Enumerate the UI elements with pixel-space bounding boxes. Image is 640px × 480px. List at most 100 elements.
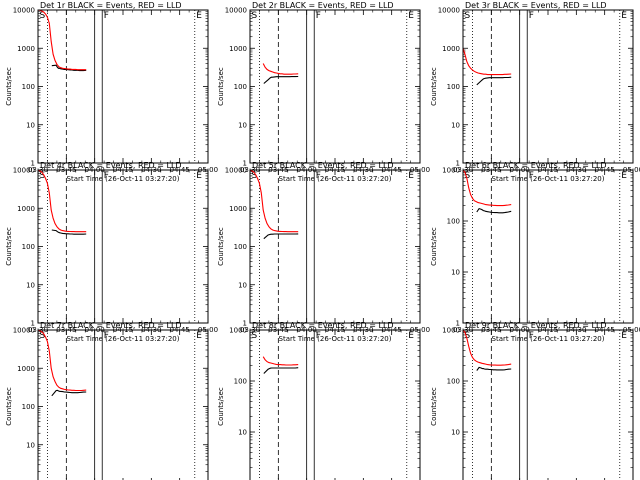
marker-label: F <box>316 331 321 341</box>
y-tick-label: 10 <box>238 121 247 129</box>
plot-frame <box>37 329 209 480</box>
marker-label: S <box>252 11 258 21</box>
x-axis-label: Start Time (26-Oct-11 03:27:20) <box>67 335 180 343</box>
lld-series-line <box>462 169 512 207</box>
marker-label: F <box>316 11 321 21</box>
y-tick-label: 1 <box>456 320 460 328</box>
marker-label: E <box>621 171 627 181</box>
marker-label: E <box>196 331 202 341</box>
y-tick-label: 10 <box>451 121 460 129</box>
y-tick-label: 100 <box>22 243 35 251</box>
y-axis-label: Counts/sec <box>217 67 225 106</box>
marker-label: S <box>465 171 471 181</box>
panel-title: Det 7r BLACK = Events, RED = LLD <box>40 321 182 330</box>
marker-label: E <box>196 171 202 181</box>
marker-label: E <box>408 11 414 21</box>
y-tick-label: 1000 <box>442 327 460 335</box>
y-tick-label: 10000 <box>13 7 35 15</box>
marker-label: F <box>104 11 109 21</box>
events-series-line <box>51 389 87 397</box>
panel-title: Det 6r BLACK = Events, RED = LLD <box>465 161 607 170</box>
plot-frame <box>249 329 421 480</box>
y-tick-label: 10 <box>238 281 247 289</box>
y-axis-label: Counts/sec <box>217 227 225 266</box>
y-tick-label: 1000 <box>17 205 35 213</box>
events-series-line <box>476 207 512 214</box>
plot-frame <box>37 169 209 324</box>
y-tick-label: 100 <box>234 83 247 91</box>
events-series-line <box>51 64 87 72</box>
panel-title: Det 4r BLACK = Events, RED = LLD <box>40 161 182 170</box>
panel-title: Det 9r BLACK = Events, RED = LLD <box>465 321 607 330</box>
marker-label: S <box>252 331 258 341</box>
y-tick-label: 100 <box>234 243 247 251</box>
marker-label: E <box>408 331 414 341</box>
y-tick-label: 10000 <box>438 7 460 15</box>
plot-frame <box>462 329 634 480</box>
lld-series-line <box>462 48 512 76</box>
detector-panel: Det 8r BLACK = Events, RED = LLD 1 10 100 10… <box>217 321 421 480</box>
detector-panel: Det 4r BLACK = Events, RED = LLD 1 10 100 10… <box>5 161 218 343</box>
marker-label: S <box>465 11 471 21</box>
detector-panel: Det 3r BLACK = Events, RED = LLD 1 10 100 10… <box>430 1 640 183</box>
y-axis-label: Counts/sec <box>5 387 13 426</box>
detector-panel: Det 9r BLACK = Events, RED = LLD 1 10 100 10… <box>430 321 634 480</box>
marker-label: E <box>621 331 627 341</box>
y-tick-label: 1000 <box>17 45 35 53</box>
detector-panel: Det 6r BLACK = Events, RED = LLD 1 10 100 10… <box>430 161 640 343</box>
marker-label: S <box>40 171 46 181</box>
y-tick-label: 1 <box>243 160 247 168</box>
y-tick-label: 100 <box>447 218 460 226</box>
detector-panel: Det 1r BLACK = Events, RED = LLD 1 10 100 10… <box>5 1 218 183</box>
marker-label: S <box>252 171 258 181</box>
events-series-line <box>263 233 299 240</box>
lld-series-line <box>37 9 87 71</box>
marker-label: F <box>104 171 109 181</box>
y-tick-label: 100 <box>447 378 460 386</box>
marker-label: F <box>529 171 534 181</box>
lld-series-line <box>262 63 299 75</box>
y-tick-label: 10000 <box>225 7 247 15</box>
marker-label: S <box>40 331 46 341</box>
y-tick-label: 10 <box>238 429 247 437</box>
marker-label: E <box>408 171 414 181</box>
y-axis-label: Counts/sec <box>217 387 225 426</box>
panel-title: Det 2r BLACK = Events, RED = LLD <box>252 1 394 10</box>
y-axis-label: Counts/sec <box>430 387 438 426</box>
x-axis-label: Start Time (26-Oct-11 03:27:20) <box>492 335 605 343</box>
x-axis-label: Start Time (26-Oct-11 03:27:20) <box>67 175 180 183</box>
y-tick-label: 10000 <box>13 167 35 175</box>
marker-label: F <box>316 171 321 181</box>
plot-frame <box>462 169 634 324</box>
y-tick-label: 10 <box>451 429 460 437</box>
panel-title: Det 8r BLACK = Events, RED = LLD <box>252 321 394 330</box>
panel-title: Det 3r BLACK = Events, RED = LLD <box>465 1 607 10</box>
plot-frame <box>462 9 634 164</box>
y-tick-label: 10 <box>26 121 35 129</box>
y-tick-label: 10 <box>451 269 460 277</box>
panel-title: Det 5r BLACK = Events, RED = LLD <box>252 161 394 170</box>
y-axis-label: Counts/sec <box>5 67 13 106</box>
y-tick-label: 1000 <box>442 167 460 175</box>
y-tick-label: 10 <box>26 281 35 289</box>
y-tick-label: 10000 <box>225 167 247 175</box>
y-axis-label: Counts/sec <box>5 227 13 266</box>
marker-label: S <box>465 331 471 341</box>
events-series-line <box>476 366 512 371</box>
y-tick-label: 1000 <box>229 45 247 53</box>
events-series-line <box>51 229 87 235</box>
marker-label: F <box>529 331 534 341</box>
lld-series-line <box>37 329 87 392</box>
detector-panel: Det 5r BLACK = Events, RED = LLD 1 10 100 10… <box>217 161 430 343</box>
y-tick-label: 100 <box>447 83 460 91</box>
lld-series-line <box>462 329 512 366</box>
events-series-line <box>476 76 512 86</box>
lld-series-line <box>262 356 299 366</box>
y-tick-label: 1000 <box>229 327 247 335</box>
y-tick-label: 10000 <box>13 327 35 335</box>
marker-label: F <box>529 11 534 21</box>
marker-label: E <box>196 11 202 21</box>
y-tick-label: 1 <box>456 160 460 168</box>
y-axis-label: Counts/sec <box>430 227 438 266</box>
lld-series-line <box>37 169 87 233</box>
